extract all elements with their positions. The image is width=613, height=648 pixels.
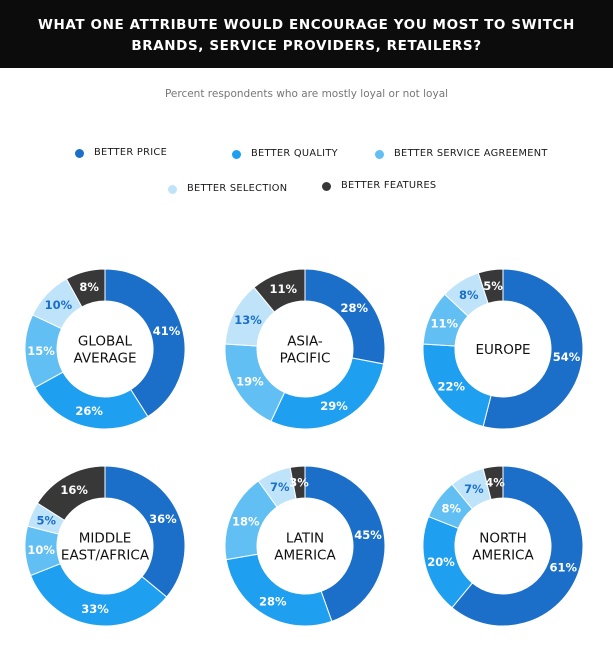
region-label: LATIN xyxy=(286,531,324,547)
data-label-better-price: 61% xyxy=(549,561,577,575)
donut-europe: 54% 22% 11% 8% 5% EUROPE xyxy=(422,268,584,430)
data-label-better-quality: 20% xyxy=(427,555,455,569)
region-label: AMERICA xyxy=(274,548,336,564)
data-label-better-service-agreement: 18% xyxy=(232,515,260,529)
legend-label: BETTER FEATURES xyxy=(341,180,437,191)
data-label-better-service-agreement: 10% xyxy=(27,543,55,557)
data-label-better-quality: 29% xyxy=(320,399,348,413)
legend-swatch xyxy=(322,182,331,191)
slice-better-features xyxy=(289,465,306,500)
slice-better-quality xyxy=(34,371,149,430)
data-label-better-features: 16% xyxy=(60,483,88,497)
data-label-better-selection: 8% xyxy=(459,288,479,302)
region-label: ASIA- xyxy=(287,334,323,350)
legend-swatch xyxy=(375,150,384,159)
data-label-better-quality: 26% xyxy=(75,404,103,418)
data-label-better-service-agreement: 8% xyxy=(441,501,461,515)
legend-label: BETTER SELECTION xyxy=(187,183,288,194)
data-label-better-selection: 7% xyxy=(464,482,484,496)
slice-better-quality xyxy=(270,357,385,430)
region-label: EUROPE xyxy=(475,342,530,358)
legend-swatch xyxy=(232,150,241,159)
chart-title-line-2: BRANDS, SERVICE PROVIDERS, RETAILERS? xyxy=(131,38,482,54)
region-label: GLOBAL xyxy=(78,334,133,350)
slice-better-features xyxy=(36,465,106,521)
slice-better-price xyxy=(104,465,186,598)
legend-label: BETTER QUALITY xyxy=(251,148,338,159)
data-label-better-quality: 22% xyxy=(437,380,465,394)
chart-subtitle: Percent respondents who are mostly loyal… xyxy=(164,88,449,100)
data-label-better-features: 3% xyxy=(289,475,309,489)
data-label-better-features: 5% xyxy=(483,279,503,293)
donut-asia-pacific: 28% 29% 19% 13% 11% ASIA-PACIFIC xyxy=(224,268,386,430)
data-label-better-selection: 13% xyxy=(234,313,262,327)
data-label-better-price: 36% xyxy=(149,512,177,526)
slice-better-features xyxy=(477,268,504,304)
data-label-better-features: 11% xyxy=(270,282,298,296)
legend-label: BETTER PRICE xyxy=(94,147,168,158)
region-label: AVERAGE xyxy=(74,351,137,367)
legend-swatch xyxy=(75,149,84,158)
data-label-better-features: 8% xyxy=(79,280,99,294)
data-label-better-features: 4% xyxy=(485,476,505,490)
data-label-better-quality: 28% xyxy=(259,594,287,608)
data-label-better-price: 54% xyxy=(553,350,581,364)
legend-label: BETTER SERVICE AGREEMENT xyxy=(394,148,548,159)
data-label-better-service-agreement: 19% xyxy=(236,375,264,389)
data-label-better-price: 45% xyxy=(354,528,382,542)
data-label-better-selection: 5% xyxy=(36,514,56,528)
data-label-better-service-agreement: 15% xyxy=(27,344,55,358)
slice-better-features xyxy=(253,268,306,313)
region-label: MIDDLE xyxy=(79,531,131,547)
data-label-better-service-agreement: 11% xyxy=(430,317,458,331)
slice-better-features xyxy=(65,268,106,308)
legend-swatch xyxy=(168,185,177,194)
chart-title-line-1: WHAT ONE ATTRIBUTE WOULD ENCOURAGE YOU M… xyxy=(38,17,575,33)
slice-better-price xyxy=(304,465,386,623)
region-label: EAST/AFRICA xyxy=(61,548,150,564)
data-label-better-price: 41% xyxy=(153,324,181,338)
slice-better-quality xyxy=(29,563,168,627)
slice-better-price xyxy=(104,268,186,418)
region-label: PACIFIC xyxy=(280,351,331,367)
slice-better-features xyxy=(482,465,504,501)
slice-better-price xyxy=(451,465,584,627)
slice-better-price xyxy=(482,268,584,430)
data-label-better-selection: 10% xyxy=(45,298,73,312)
data-label-better-price: 28% xyxy=(341,301,369,315)
data-label-better-quality: 33% xyxy=(81,602,109,616)
slice-better-quality xyxy=(225,553,333,627)
title-banner: WHAT ONE ATTRIBUTE WOULD ENCOURAGE YOU M… xyxy=(0,0,613,68)
data-label-better-selection: 7% xyxy=(270,480,290,494)
region-label: NORTH xyxy=(479,531,527,547)
region-label: AMERICA xyxy=(472,548,534,564)
